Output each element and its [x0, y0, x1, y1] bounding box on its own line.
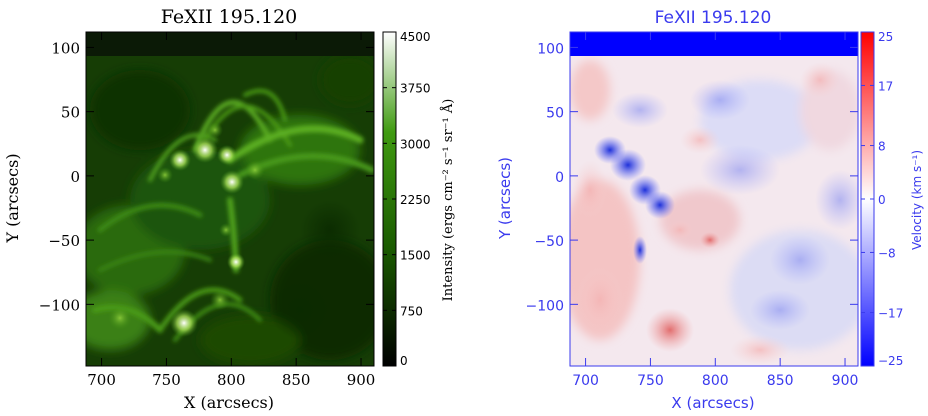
x-tick-label: 900 [347, 371, 376, 389]
velocity-ylabel: Y (arcsecs) [496, 157, 514, 240]
intensity-xlabel: X (arcsecs) [184, 393, 274, 412]
y-tick-label: 100 [537, 41, 564, 57]
y-tick-label: 0 [555, 170, 564, 186]
x-tick-label: 800 [702, 373, 729, 389]
velocity-image [570, 32, 858, 366]
colorbar-tick-label: 3000 [400, 137, 431, 151]
colorbar-tick-label: −8 [878, 246, 896, 260]
velocity-title: FeXII 195.120 [655, 8, 772, 28]
intensity-colorbar-ticks: 4500 3750 3000 2250 1500 750 0 [383, 30, 431, 368]
colorbar-tick-label: 25 [878, 30, 893, 44]
colorbar-tick-label: 0 [400, 354, 408, 368]
y-tick-label: −100 [526, 298, 564, 314]
y-tick-label: 50 [61, 104, 80, 122]
x-tick-label: 850 [767, 373, 794, 389]
colorbar-tick-label: 1500 [400, 249, 431, 263]
velocity-xlabel: X (arcsecs) [671, 394, 754, 412]
y-tick-label: −100 [39, 296, 80, 314]
colorbar-tick-label: 8 [878, 140, 886, 154]
velocity-colorbar-label: Velocity (km s⁻¹) [910, 150, 924, 250]
colorbar-tick-label: 0 [878, 193, 886, 207]
colorbar-tick-label: 2250 [400, 193, 431, 207]
x-tick-label: 900 [832, 373, 859, 389]
x-tick-label: 750 [637, 373, 664, 389]
colorbar-tick-label: −25 [878, 354, 903, 368]
intensity-image [86, 32, 374, 366]
y-tick-label: 0 [70, 168, 80, 186]
colorbar-tick-label: 3750 [400, 82, 431, 96]
x-tick-label: 800 [217, 371, 246, 389]
velocity-axes: 700 750 800 850 900 100 50 0 −50 −100 [526, 32, 859, 389]
x-tick-label: 700 [87, 371, 116, 389]
x-tick-label: 850 [282, 371, 311, 389]
colorbar-tick-label: 750 [400, 304, 423, 318]
y-tick-label: 100 [51, 39, 80, 57]
x-tick-label: 750 [152, 371, 181, 389]
velocity-colorbar-ticks: 25 17 8 0 −8 −17 −25 [861, 30, 903, 368]
intensity-colorbar-label: Intensity (ergs cm⁻² s⁻¹ sr⁻¹ Å) [440, 99, 456, 302]
intensity-panel: FeXII 195.120 [3, 6, 456, 412]
y-tick-label: 50 [546, 106, 564, 122]
colorbar-tick-label: −17 [878, 307, 903, 321]
intensity-axes: 700 750 800 850 900 100 50 0 −50 −100 [39, 32, 376, 389]
y-tick-label: −50 [534, 234, 564, 250]
velocity-panel: FeXII 195.120 [496, 8, 924, 412]
colorbar-tick-label: 4500 [400, 30, 431, 44]
velocity-frame [569, 31, 859, 367]
x-tick-label: 700 [572, 373, 599, 389]
y-tick-label: −50 [48, 232, 80, 250]
colorbar-tick-label: 17 [878, 79, 893, 93]
intensity-frame [85, 31, 375, 367]
intensity-ylabel: Y (arcsecs) [3, 153, 22, 243]
intensity-title: FeXII 195.120 [161, 6, 298, 28]
